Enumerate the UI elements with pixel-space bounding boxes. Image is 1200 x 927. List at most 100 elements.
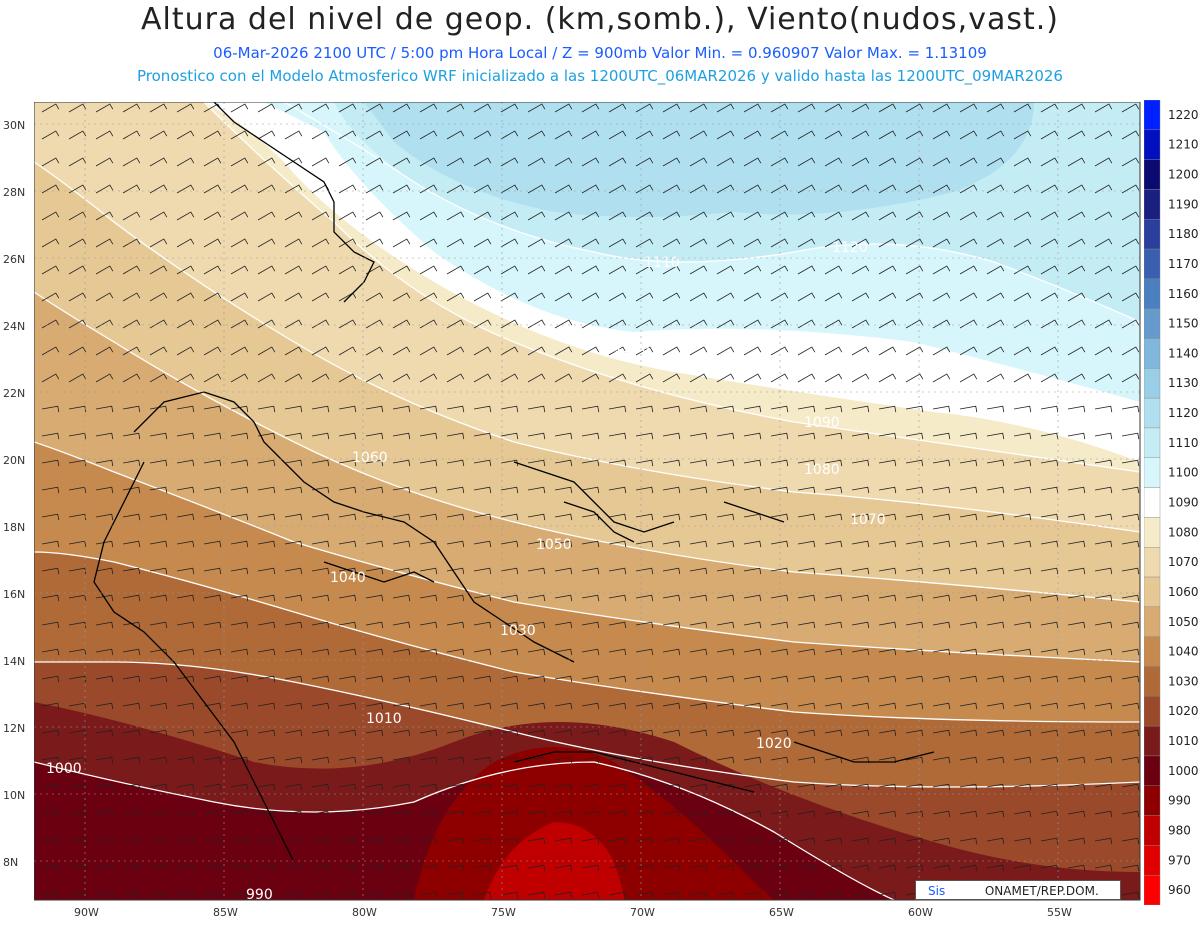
wind-barb: [230, 594, 249, 602]
wind-barb: [743, 810, 762, 818]
wind-barb: [365, 486, 384, 494]
wind-barb: [257, 211, 276, 221]
wind-barb: [527, 756, 546, 764]
wind-barb: [770, 184, 789, 194]
wind-barb: [95, 405, 114, 413]
wind-barb: [1040, 567, 1059, 575]
wind-barb: [581, 594, 600, 602]
wind-barb: [527, 486, 546, 494]
wind-barb: [149, 103, 168, 113]
wind-barb: [446, 211, 465, 221]
wind-barb: [554, 405, 573, 413]
wind-barb: [122, 184, 141, 194]
wind-barb: [392, 783, 411, 791]
wind-barb: [905, 756, 924, 764]
wind-barb: [581, 513, 600, 521]
wind-barb: [1094, 567, 1113, 575]
wind-barb: [662, 891, 681, 899]
map-frame: [34, 102, 1141, 901]
wind-barb: [554, 103, 573, 113]
wind-barb: [689, 648, 708, 656]
wind-barb: [743, 567, 762, 575]
wind-barb: [446, 729, 465, 737]
wind-barb: [1094, 319, 1113, 329]
wind-barb: [932, 373, 951, 383]
wind-barb: [797, 319, 816, 329]
wind-barb: [689, 621, 708, 629]
wind-barb: [554, 319, 573, 329]
wind-barb: [986, 292, 1005, 302]
wind-barb: [1121, 319, 1140, 329]
wind-barb: [203, 783, 222, 791]
wind-barb: [392, 810, 411, 818]
wind-barb: [959, 346, 978, 356]
wind-barb: [743, 103, 762, 113]
wind-barb: [365, 756, 384, 764]
wind-barb: [797, 729, 816, 737]
wind-barb: [68, 891, 87, 899]
wind-barb: [986, 103, 1005, 113]
wind-barb: [662, 211, 681, 221]
colorbar-cell: [1144, 248, 1161, 280]
wind-barb: [1094, 702, 1113, 710]
wind-barb: [635, 238, 654, 248]
wind-barb: [1067, 346, 1086, 356]
wind-barb: [338, 675, 357, 683]
wind-barb: [932, 103, 951, 113]
wind-barb: [338, 319, 357, 329]
wind-barb: [122, 265, 141, 275]
wind-barb: [554, 702, 573, 710]
wind-barb: [311, 211, 330, 221]
wind-barb: [932, 567, 951, 575]
wind-barb: [635, 184, 654, 194]
wind-barb: [500, 103, 519, 113]
wind-barb: [581, 432, 600, 440]
wind-barb: [797, 292, 816, 302]
wind-barb: [257, 130, 276, 140]
wind-barb: [176, 211, 195, 221]
wind-barb: [500, 319, 519, 329]
wind-barb: [149, 864, 168, 872]
wind-barb: [635, 265, 654, 275]
wind-barb: [959, 513, 978, 521]
wind-barb: [311, 729, 330, 737]
wind-barb: [608, 292, 627, 302]
wind-barb: [473, 621, 492, 629]
wind-barb: [1013, 864, 1032, 872]
wind-barb: [770, 373, 789, 383]
wind-barb: [149, 891, 168, 899]
colorbar-label: 1100: [1168, 466, 1199, 480]
wind-barb: [851, 184, 870, 194]
wind-barb: [1121, 864, 1140, 872]
wind-barb: [986, 346, 1005, 356]
colorbar-label: 990: [1168, 794, 1191, 808]
wind-barb: [959, 211, 978, 221]
wind-barb: [365, 864, 384, 872]
wind-barb: [203, 292, 222, 302]
wind-barb: [311, 675, 330, 683]
wind-barb: [1121, 648, 1140, 656]
wind-barb: [743, 346, 762, 356]
wind-barb: [392, 432, 411, 440]
wind-barb: [878, 130, 897, 140]
contour-label-1030: 1030: [500, 623, 536, 639]
wind-barb: [851, 373, 870, 383]
wind-barb: [959, 486, 978, 494]
wind-barb: [662, 319, 681, 329]
wind-barb: [689, 810, 708, 818]
wind-barb: [959, 130, 978, 140]
wind-barb: [608, 459, 627, 467]
colorbar-cell: [1144, 576, 1161, 608]
wind-barb: [689, 864, 708, 872]
wind-barb: [905, 211, 924, 221]
wind-barb: [527, 211, 546, 221]
wind-barb: [743, 648, 762, 656]
wind-barb: [95, 783, 114, 791]
wind-barb: [770, 594, 789, 602]
wind-barb: [392, 702, 411, 710]
wind-barb: [905, 702, 924, 710]
wind-barb: [716, 211, 735, 221]
wind-barb: [851, 405, 870, 413]
wind-barb: [905, 346, 924, 356]
wind-barb: [1040, 432, 1059, 440]
